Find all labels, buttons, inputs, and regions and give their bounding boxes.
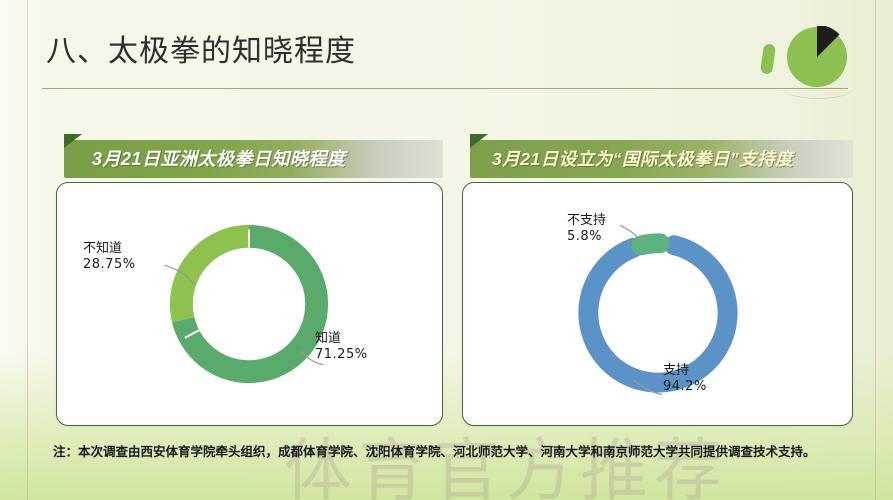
banner-awareness: 3月21日亚洲太极拳日知晓程度: [56, 134, 443, 178]
banner-title-support: 3月21日设立为“国际太极拳日”支持度: [492, 149, 794, 169]
logo-shadow: [782, 76, 854, 99]
label-buzhichi-name: 不支持: [567, 213, 607, 228]
banner-support: 3月21日设立为“国际太极拳日”支持度: [462, 134, 853, 178]
panel-awareness: 3月21日亚洲太极拳日知晓程度 不知道: [56, 134, 443, 426]
label-buzhichi-pct: 5.8%: [567, 229, 603, 245]
donut-chart-awareness: 不知道 28.75% 知道 71.25%: [57, 183, 442, 425]
label-zhichi-pct: 94.2%: [663, 379, 707, 395]
donut-svg-support: [578, 224, 738, 396]
banner-title-awareness: 3月21日亚洲太极拳日知晓程度: [92, 149, 346, 169]
label-zhichi: 支持 94.2%: [663, 363, 707, 396]
left-edge-rule: [27, 0, 28, 500]
panel-support: 3月21日设立为“国际太极拳日”支持度 不支持 5.8%: [462, 134, 853, 426]
label-buzhidao-pct: 28.75%: [83, 257, 136, 273]
label-zhidao: 知道 71.25%: [315, 331, 368, 364]
label-zhidao-name: 知道: [315, 331, 342, 346]
page-title: 八、太极拳的知晓程度: [46, 35, 356, 68]
slice-buzhichi: [578, 233, 738, 393]
slice-zhichi: [578, 233, 738, 393]
chart-card-support: 不支持 5.8% 支持 94.2%: [462, 182, 853, 426]
donut-chart-support: 不支持 5.8% 支持 94.2%: [463, 183, 852, 425]
chart-card-awareness: 不知道 28.75% 知道 71.25%: [56, 182, 443, 426]
label-zhichi-name: 支持: [663, 363, 690, 378]
label-buzhidao-name: 不知道: [83, 241, 123, 256]
banner-bar: [64, 140, 443, 178]
label-buzhidao: 不知道 28.75%: [83, 241, 136, 274]
title-divider: [42, 88, 848, 89]
footer-note: 注：本次调查由西安体育学院牵头组织，成都体育学院、沈阳体育学院、河北师范大学、河…: [53, 444, 816, 459]
arc-icon: [759, 43, 777, 75]
label-zhidao-pct: 71.25%: [315, 347, 368, 363]
banner-bar: [470, 140, 853, 178]
pie-chart-icon: [787, 26, 847, 87]
donut-svg-awareness: [164, 224, 329, 384]
right-edge-rule: [875, 0, 876, 500]
logo: [759, 20, 862, 99]
label-buzhichi: 不支持 5.8%: [567, 213, 606, 246]
